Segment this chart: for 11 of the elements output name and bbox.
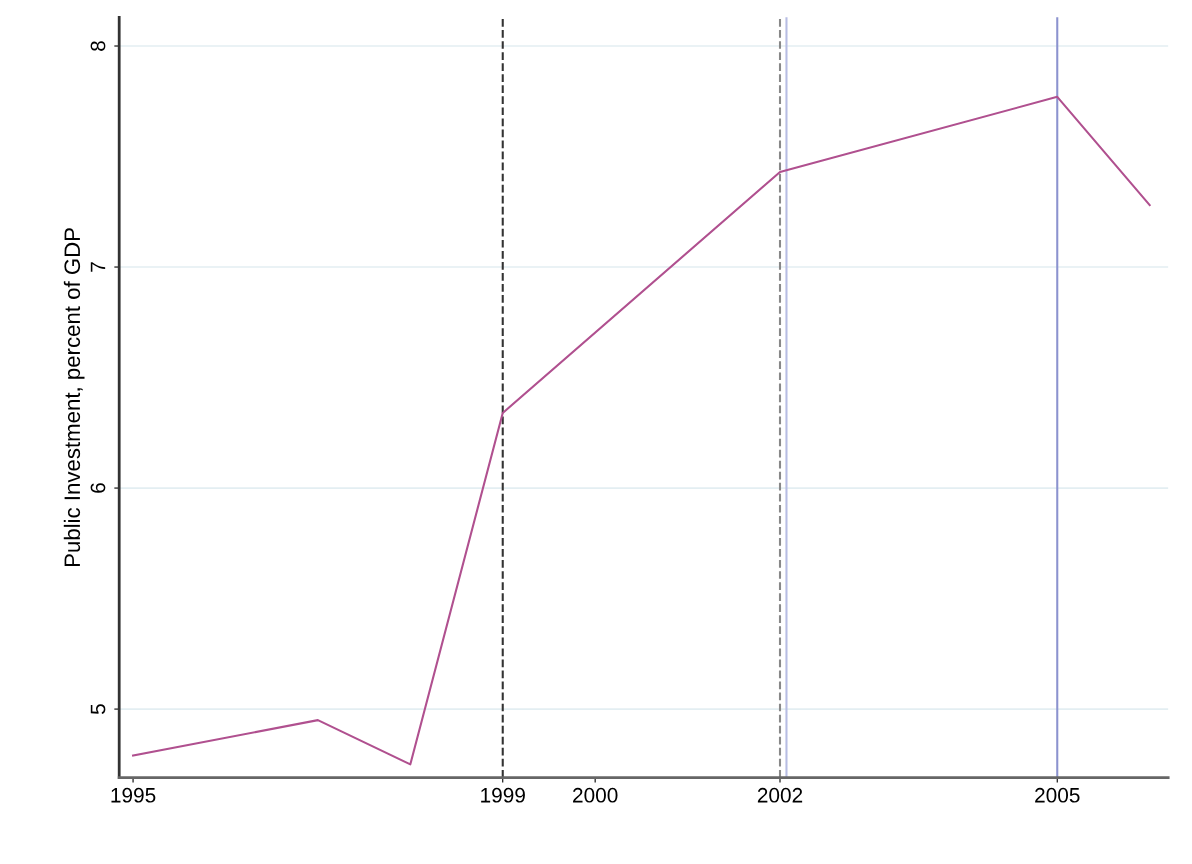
y-tick-label: 8	[90, 41, 106, 51]
x-tick-label: 1999	[481, 787, 525, 803]
y-axis-title: Public Investment, percent of GDP	[63, 228, 85, 567]
y-tick-label: 5	[90, 704, 106, 715]
y-tick-label: 7	[90, 262, 106, 272]
x-tick-label: 2000	[573, 787, 618, 803]
y-tick-label: 6	[90, 483, 106, 493]
x-tick-label: 2005	[1035, 787, 1080, 803]
x-tick-label: 1995	[111, 787, 156, 803]
x-tick-label: 2002	[757, 787, 803, 803]
line-series	[132, 95, 1151, 766]
